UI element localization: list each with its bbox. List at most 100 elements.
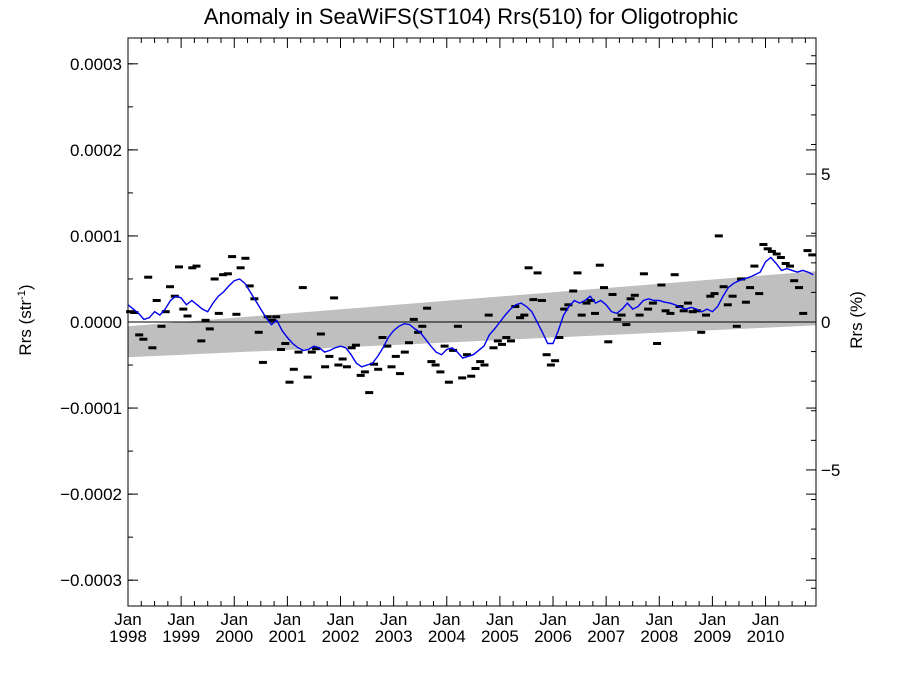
- data-point: [808, 253, 817, 257]
- data-point: [444, 380, 453, 384]
- data-point: [564, 303, 573, 307]
- x-tick-label-month: Jan: [380, 610, 407, 629]
- data-point: [776, 256, 785, 259]
- data-point: [763, 247, 772, 251]
- data-point: [746, 286, 755, 290]
- data-point: [498, 342, 506, 346]
- data-point: [750, 264, 759, 268]
- data-point: [467, 374, 476, 378]
- data-point: [648, 301, 657, 305]
- y-axis-right: 5 0 −5: [806, 55, 840, 589]
- data-point: [192, 264, 201, 268]
- data-point: [356, 373, 365, 377]
- data-point: [795, 286, 803, 290]
- x-tick-label-year: 2006: [534, 627, 572, 646]
- trend-band-layer: [128, 271, 816, 358]
- data-point: [219, 273, 228, 277]
- data-point: [312, 347, 321, 351]
- data-point: [644, 307, 653, 311]
- data-point: [418, 324, 427, 328]
- data-point: [546, 363, 555, 367]
- data-point: [586, 299, 595, 302]
- chart-title: Anomaly in SeaWiFS(ST104) Rrs(510) for O…: [204, 4, 738, 29]
- x-tick-label-year: 2010: [747, 627, 785, 646]
- data-point: [569, 289, 578, 293]
- data-point: [148, 346, 157, 350]
- data-point: [542, 353, 551, 357]
- data-point: [480, 363, 489, 367]
- data-point: [507, 339, 515, 343]
- data-point: [342, 365, 351, 369]
- data-point: [374, 367, 383, 371]
- data-point: [197, 339, 206, 343]
- x-tick-label-month: Jan: [221, 610, 248, 629]
- data-point: [294, 350, 303, 354]
- data-point: [493, 339, 502, 343]
- data-point: [258, 360, 267, 364]
- data-point: [670, 273, 679, 277]
- data-point: [688, 310, 697, 314]
- data-point: [325, 354, 334, 358]
- x-tick-label-month: Jan: [486, 610, 513, 629]
- data-point: [161, 310, 170, 314]
- y-label-base: Rrs (str: [16, 300, 35, 356]
- data-point: [427, 360, 436, 364]
- x-tick-label-month: Jan: [274, 610, 301, 629]
- data-point: [277, 348, 285, 351]
- data-point: [183, 314, 192, 318]
- data-point: [130, 311, 139, 314]
- data-point: [710, 292, 719, 296]
- y2-tick-label: 0: [821, 313, 830, 332]
- data-point: [613, 317, 622, 321]
- data-point: [732, 324, 741, 328]
- data-point: [236, 266, 245, 270]
- data-point: [431, 363, 440, 367]
- data-point: [573, 271, 582, 275]
- data-point: [604, 340, 613, 344]
- data-point: [268, 318, 276, 322]
- data-point: [414, 330, 423, 334]
- data-point: [533, 271, 542, 275]
- data-point: [175, 265, 183, 269]
- y-tick-label: −0.0003: [60, 571, 122, 590]
- data-point: [520, 313, 529, 317]
- data-point: [201, 318, 210, 322]
- data-point: [157, 324, 166, 328]
- y-axis-left: 0.0003 0.0002 0.0001 0.0000 −0.0001 −0.0002 −0…: [60, 55, 816, 590]
- data-point: [360, 370, 369, 374]
- data-point: [767, 249, 776, 253]
- data-point: [516, 316, 525, 320]
- data-point: [453, 324, 462, 328]
- data-point: [702, 313, 710, 317]
- data-point: [679, 309, 688, 313]
- data-point: [489, 346, 498, 350]
- x-tick-label-month: Jan: [114, 610, 141, 629]
- data-point: [166, 285, 174, 289]
- data-point: [205, 327, 214, 331]
- data-point: [144, 275, 153, 279]
- x-tick-label-year: 2008: [640, 627, 678, 646]
- data-point: [723, 303, 732, 307]
- data-point: [370, 362, 378, 366]
- data-point: [330, 296, 339, 300]
- data-point: [351, 343, 360, 347]
- data-point: [289, 367, 298, 371]
- data-point: [423, 306, 432, 310]
- data-point: [135, 333, 144, 337]
- data-point: [608, 293, 617, 296]
- data-point: [228, 255, 237, 259]
- data-point: [387, 365, 396, 369]
- data-point: [241, 256, 250, 260]
- running-mean-layer: [127, 256, 814, 368]
- data-point: [786, 264, 794, 268]
- data-points: [126, 234, 817, 395]
- data-point: [378, 336, 387, 339]
- x-tick-label-month: Jan: [592, 610, 619, 629]
- x-tick-label-month: Jan: [539, 610, 566, 629]
- data-point: [188, 266, 197, 270]
- data-point: [484, 313, 493, 317]
- data-point: [799, 311, 808, 315]
- data-point: [396, 372, 404, 376]
- data-point: [582, 301, 591, 305]
